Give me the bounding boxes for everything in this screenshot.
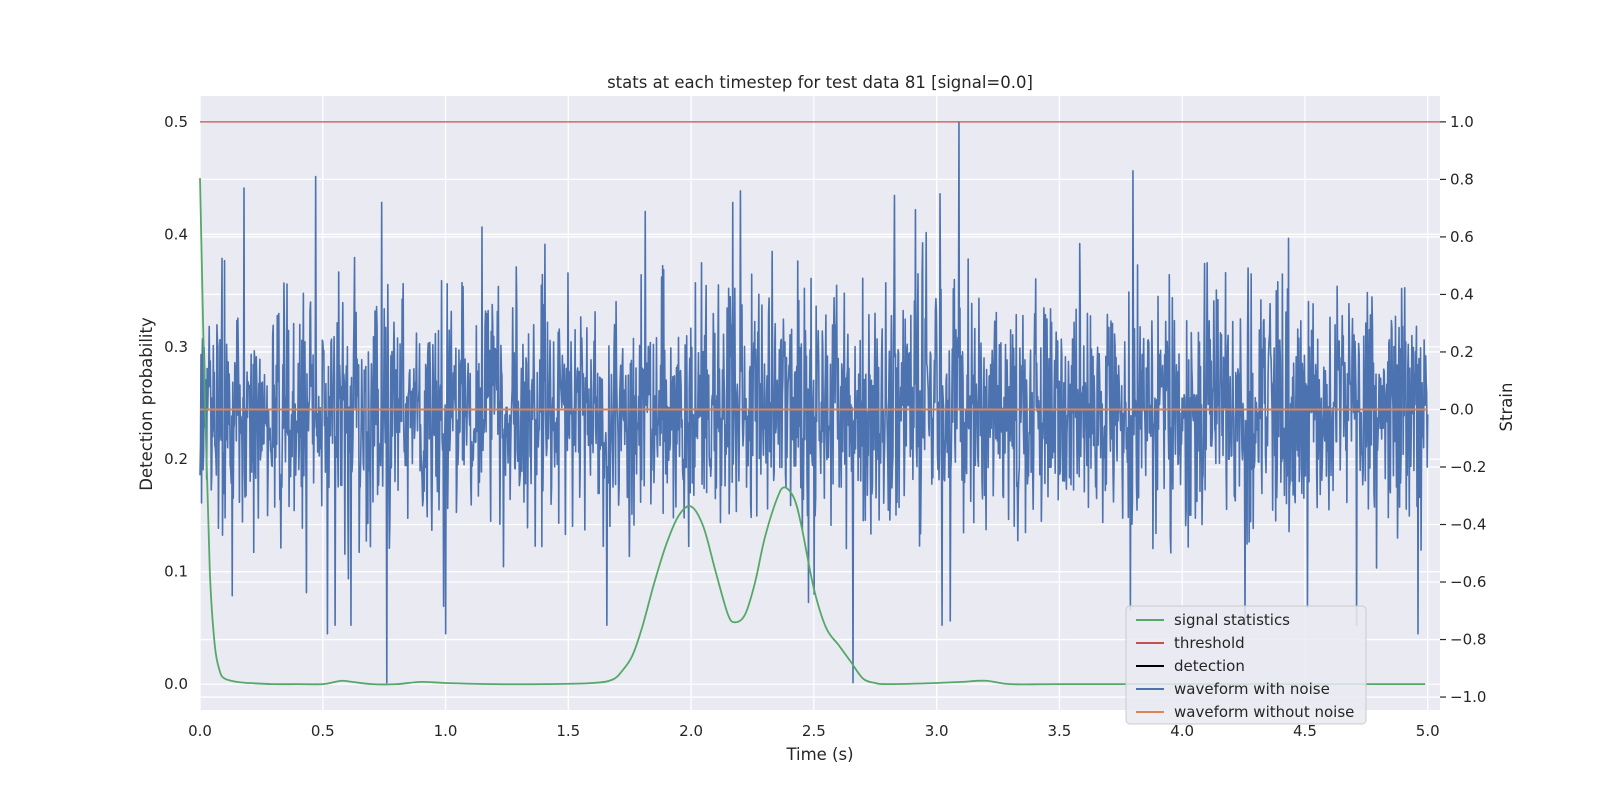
legend-box: [1125, 605, 1367, 725]
legend: signal statistics threshold detection wavef…: [1125, 605, 1367, 725]
legend-entry: waveform without noise: [1174, 703, 1354, 721]
y-right-tick-label: −1.0: [1450, 688, 1486, 706]
x-tick-label: 4.5: [1293, 722, 1317, 740]
legend-entry: threshold: [1174, 634, 1245, 652]
x-tick-label: 1.0: [434, 722, 458, 740]
x-tick-label: 1.5: [556, 722, 580, 740]
y-right-tick-label: −0.8: [1450, 631, 1486, 649]
x-tick-label: 5.0: [1416, 722, 1440, 740]
series-layer: [199, 121, 1440, 686]
y-right-tick-label: 0.2: [1450, 343, 1474, 361]
y-right-tick-label: 0.4: [1450, 285, 1474, 303]
y-right-tick-label: −0.6: [1450, 573, 1486, 591]
chart-title: stats at each timestep for test data 81 …: [607, 73, 1033, 92]
y-axis-label-left: Detection probability: [137, 317, 156, 491]
y-right-tick-label: −0.2: [1450, 458, 1486, 476]
right-axis-ticks: −1.0 −0.8 −0.6 −0.4 −0.2 0.0 0.2 0.4 0.6 0.8 1.0: [1440, 113, 1486, 706]
y-left-tick-label: 0.4: [164, 225, 188, 243]
x-axis-label: Time (s): [785, 745, 853, 764]
y-left-tick-label: 0.0: [164, 675, 188, 693]
y-right-tick-label: 1.0: [1450, 113, 1474, 131]
x-axis-ticks: 0.0 0.5 1.0 1.5 2.0 2.5 3.0 3.5 4.0 4.5 5.0: [188, 722, 1440, 740]
series-signal-statistics: [199, 178, 1426, 686]
y-axis-label-right: Strain: [1497, 383, 1516, 432]
y-left-tick-label: 0.5: [164, 113, 188, 131]
y-right-tick-label: −0.4: [1450, 516, 1486, 534]
x-tick-label: 4.0: [1170, 722, 1194, 740]
y-right-tick-label: 0.8: [1450, 170, 1474, 188]
legend-entry: signal statistics: [1174, 611, 1290, 629]
x-tick-label: 0.0: [188, 722, 212, 740]
legend-entry: waveform with noise: [1174, 680, 1330, 698]
x-tick-label: 2.0: [679, 722, 703, 740]
y-right-tick-label: 0.6: [1450, 228, 1474, 246]
x-tick-label: 2.5: [802, 722, 826, 740]
x-tick-label: 0.5: [311, 722, 335, 740]
y-left-tick-label: 0.3: [164, 338, 188, 356]
x-tick-label: 3.0: [925, 722, 949, 740]
x-tick-label: 3.5: [1047, 722, 1071, 740]
y-left-tick-label: 0.1: [164, 563, 188, 581]
left-axis-ticks: 0.0 0.1 0.2 0.3 0.4 0.5: [164, 113, 188, 693]
legend-entry: detection: [1174, 657, 1245, 675]
y-right-tick-label: 0.0: [1450, 400, 1474, 418]
y-left-tick-label: 0.2: [164, 450, 188, 468]
series-waveform-with-noise: [199, 121, 1429, 684]
